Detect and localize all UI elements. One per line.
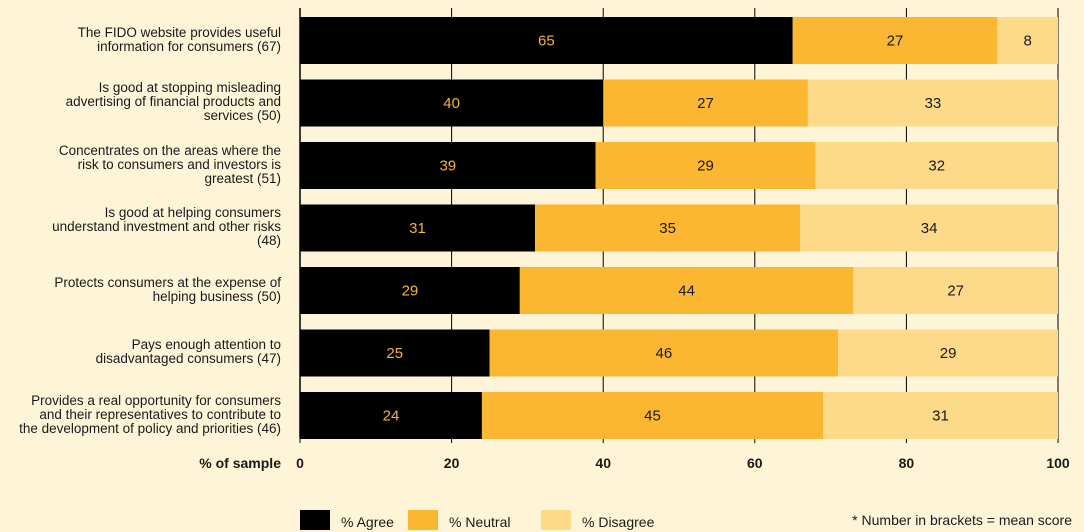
category-label-line: understand investment and other risks (52, 219, 281, 234)
bar-segment-neutral (534, 204, 801, 252)
category-label-line: Protects consumers at the expense of (54, 274, 281, 290)
x-tick-label: 100 (1046, 455, 1070, 471)
data-label: 46 (655, 345, 672, 362)
x-tick-label: 40 (595, 455, 611, 471)
bar-segment-disagree (838, 329, 1058, 377)
category-label-line: Concentrates on the areas where the (58, 142, 281, 158)
bar-segment-neutral (792, 17, 998, 64)
data-label: 65 (538, 33, 555, 50)
data-label: 34 (921, 220, 938, 237)
bar-segment-disagree (997, 17, 1058, 64)
category-label-line: information for consumers (67) (97, 38, 281, 54)
data-label: 31 (932, 408, 949, 425)
data-label: 25 (386, 345, 403, 362)
bar-segment-disagree (823, 392, 1058, 439)
x-axis-label: % of sample (199, 455, 281, 471)
legend-swatch-neutral (408, 510, 438, 530)
data-label: 29 (697, 158, 714, 175)
legend-item-disagree: % Disagree (541, 510, 654, 532)
bar-segment-agree (300, 392, 482, 439)
legend-item-neutral: % Neutral (408, 510, 510, 532)
data-label: 27 (887, 33, 904, 50)
category-label-line: (48) (256, 233, 281, 248)
legend-label-neutral: % Neutral (449, 514, 511, 530)
category-label: Pays enough attention to disadvantaged co… (0, 338, 281, 366)
category-label-line: services (50) (203, 108, 281, 123)
x-tick-label: 20 (444, 455, 460, 471)
category-label-line: advertising of financial products and (65, 94, 281, 109)
x-tick-label: 80 (899, 455, 915, 471)
legend-label-disagree: % Disagree (582, 514, 655, 530)
data-label: 44 (678, 283, 695, 300)
bar-segment-disagree (815, 142, 1058, 189)
data-label: 29 (940, 345, 957, 362)
category-label-line: Provides a real opportunity for consumer… (31, 392, 281, 408)
bar-segment-agree (300, 17, 793, 64)
bar-segment-agree (300, 79, 604, 127)
bar-segment-neutral (489, 329, 839, 377)
data-label: 32 (928, 158, 945, 175)
bar-segment-agree (300, 142, 596, 189)
legend-label-agree: % Agree (341, 514, 394, 530)
category-label: Protects consumers at the expense of help… (0, 274, 281, 304)
bar-segment-agree (300, 204, 535, 252)
data-label: 35 (659, 220, 676, 237)
bar-segment-disagree (807, 79, 1058, 127)
category-label-line: risk to consumers and investors is (77, 156, 281, 172)
legend-swatch-agree (300, 510, 330, 530)
category-label: Is good at helping consumers understand i… (0, 206, 281, 248)
category-label: Is good at stopping misleading advertisin… (0, 81, 281, 123)
bar-segment-neutral (519, 267, 854, 314)
bar-segment-neutral (595, 142, 816, 189)
category-label-line: disadvantaged consumers (47) (95, 351, 281, 366)
category-label-line: the development of policy and priorities… (19, 420, 281, 436)
x-tick-label: 0 (296, 455, 304, 471)
category-label-line: The FIDO website provides useful (77, 24, 281, 40)
footnote: * Number in brackets = mean score (852, 512, 1072, 528)
data-label: 27 (697, 95, 714, 112)
category-label-line: Is good at helping consumers (104, 205, 281, 220)
category-label-line: Pays enough attention to (131, 337, 281, 352)
bar-segment-neutral (603, 79, 808, 127)
legend-swatch-disagree (541, 510, 571, 530)
bar-segment-agree (300, 267, 520, 314)
category-label: The FIDO website provides useful informat… (0, 24, 281, 54)
data-label: 39 (439, 158, 456, 175)
category-label-line: and their representatives to contribute … (39, 406, 281, 422)
data-label: 8 (1024, 33, 1032, 50)
data-label: 24 (383, 408, 400, 425)
x-tick-label: 60 (747, 455, 763, 471)
category-label: Provides a real opportunity for consumer… (0, 392, 281, 436)
category-label: Concentrates on the areas where the risk … (0, 142, 281, 186)
data-label: 31 (409, 220, 426, 237)
data-label: 33 (925, 95, 942, 112)
data-label: 27 (947, 283, 964, 300)
bar-segment-disagree (853, 267, 1058, 314)
legend: % Agree % Neutral % Disagree (0, 510, 1084, 530)
category-label-line: Is good at stopping misleading (98, 80, 281, 95)
bar-segment-disagree (800, 204, 1058, 252)
category-label-line: helping business (50) (152, 288, 281, 304)
data-label: 29 (402, 283, 419, 300)
data-label: 45 (644, 408, 661, 425)
legend-item-agree: % Agree (300, 510, 394, 532)
bar-segment-neutral (481, 392, 824, 439)
category-label-line: greatest (51) (204, 170, 281, 186)
bar-segment-agree (300, 329, 490, 377)
data-label: 40 (443, 95, 460, 112)
